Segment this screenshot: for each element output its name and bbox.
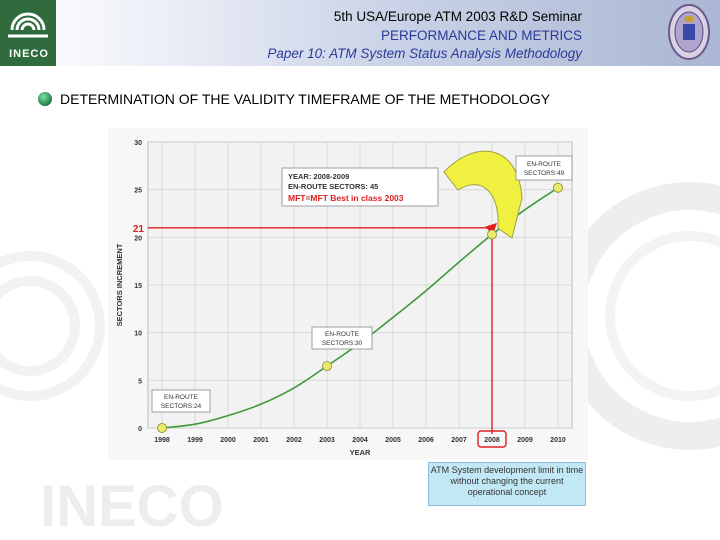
- y-tick-label: 20: [134, 235, 142, 242]
- data-point: [322, 361, 332, 371]
- annotation-box-2010: EN-ROUTE SECTORS:49: [515, 155, 573, 181]
- x-tick-label: 1998: [154, 437, 170, 444]
- x-tick-label: 2003: [319, 437, 335, 444]
- annotation-2010-line1: EN-ROUTE: [527, 161, 562, 168]
- x-axis-label: YEAR: [350, 448, 371, 457]
- development-limit-note: ATM System development limit in time wit…: [428, 462, 586, 506]
- x-tick-label: 2006: [418, 437, 434, 444]
- callout-line2: EN-ROUTE SECTORS: 45: [288, 182, 378, 191]
- y-tick-labels: 0 5 10 15 20 25 30: [134, 140, 142, 433]
- y-tick-label: 15: [134, 283, 142, 290]
- data-point: [487, 229, 497, 240]
- x-tick-label: 2000: [220, 437, 236, 444]
- university-crest-icon: [668, 4, 710, 60]
- x-tick-label: 2008: [484, 437, 500, 444]
- highlight-value-label: 21: [133, 224, 145, 235]
- annotation-box-2003: EN-ROUTE SECTORS:30: [311, 326, 373, 350]
- y-tick-label: 0: [138, 426, 142, 433]
- data-point: [553, 182, 563, 193]
- x-tick-label: 2009: [517, 437, 533, 444]
- callout-curved-arrow-icon: [443, 150, 523, 239]
- y-tick-label: 30: [134, 140, 142, 147]
- annotation-1998-line1: EN-ROUTE: [164, 394, 199, 401]
- x-tick-label: 2002: [286, 437, 302, 444]
- x-tick-label: 2010: [550, 437, 566, 444]
- y-tick-label: 5: [138, 378, 142, 385]
- slide-header: INECO 5th USA/Europe ATM 2003 R&D Semina…: [0, 0, 720, 66]
- x-tick-label: 1999: [187, 437, 203, 444]
- annotation-1998-line2: SECTORS:24: [161, 403, 202, 410]
- background-watermark: INECO: [0, 182, 720, 539]
- annotation-2010-line2: SECTORS:49: [524, 170, 565, 177]
- ineco-logo: INECO: [0, 0, 56, 66]
- annotation-2003-line1: EN-ROUTE: [325, 331, 360, 338]
- x-tick-label: 2007: [451, 437, 467, 444]
- slide-title: DETERMINATION OF THE VALIDITY TIMEFRAME …: [60, 91, 551, 107]
- header-line-3: Paper 10: ATM System Status Analysis Met…: [267, 46, 582, 61]
- highlight-arrow: [485, 222, 497, 235]
- x-tick-label: 2004: [352, 437, 368, 444]
- y-tick-label: 10: [134, 331, 142, 338]
- sectors-chart: 0 5 10 15 20 25 30 1998 1999 2000 2001 2002 2003 200…: [108, 128, 588, 460]
- highlight-year-marker: [477, 430, 507, 448]
- annotation-box-1998: EN-ROUTE SECTORS:24: [151, 389, 211, 413]
- header-line-1: 5th USA/Europe ATM 2003 R&D Seminar: [333, 9, 582, 24]
- x-tick-label: 2001: [253, 437, 269, 444]
- highlight-lines: 21: [133, 222, 507, 448]
- annotation-2003-line2: SECTORS:30: [322, 340, 363, 347]
- callout-line3: MFT=MFT Best in class 2003: [288, 193, 404, 203]
- title-bullet-icon: [38, 92, 52, 106]
- data-point: [157, 423, 167, 433]
- logo-text: INECO: [9, 48, 49, 60]
- y-axis-label: SECTORS INCREMENT: [115, 243, 124, 326]
- x-tick-label: 2005: [385, 437, 401, 444]
- header-line-2: PERFORMANCE AND METRICS: [380, 28, 582, 43]
- callout-line1: YEAR: 2008-2009: [288, 172, 349, 181]
- x-tick-labels: 1998 1999 2000 2001 2002 2003 2004 2005 2006 2007…: [154, 437, 566, 444]
- y-tick-label: 25: [134, 188, 142, 195]
- callout-box: YEAR: 2008-2009 EN-ROUTE SECTORS: 45 MFT…: [281, 167, 439, 207]
- watermark-text: INECO: [40, 474, 224, 539]
- data-points: [157, 182, 563, 433]
- logo-swirl-icon: [8, 12, 48, 38]
